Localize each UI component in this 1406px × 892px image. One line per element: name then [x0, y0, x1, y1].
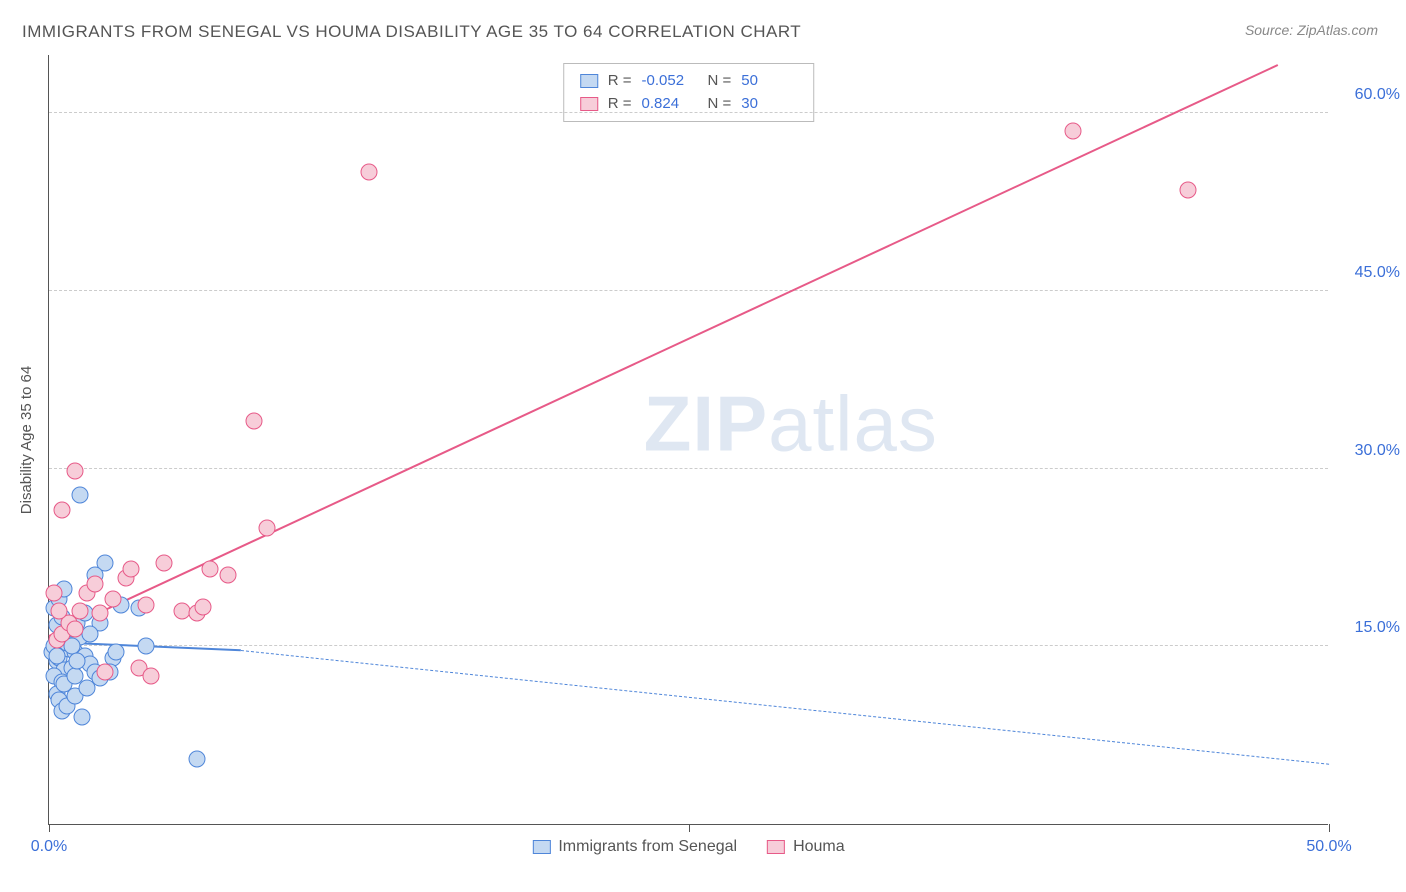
scatter-point-senegal	[71, 486, 88, 503]
scatter-point-senegal	[107, 644, 124, 661]
chart-title: IMMIGRANTS FROM SENEGAL VS HOUMA DISABIL…	[22, 22, 801, 42]
scatter-point-houma	[51, 602, 68, 619]
n-value-senegal: 50	[741, 70, 797, 93]
source-attribution: Source: ZipAtlas.com	[1245, 22, 1378, 38]
scatter-point-houma	[105, 590, 122, 607]
scatter-point-houma	[174, 602, 191, 619]
scatter-point-houma	[71, 602, 88, 619]
trend-line	[241, 650, 1329, 765]
scatter-point-houma	[92, 605, 109, 622]
trend-line	[49, 64, 1279, 637]
series-legend: Immigrants from Senegal Houma	[532, 838, 844, 856]
scatter-point-houma	[122, 561, 139, 578]
scatter-point-houma	[220, 567, 237, 584]
x-tick	[49, 824, 50, 832]
x-tick	[1329, 824, 1330, 832]
swatch-senegal-bottom	[532, 840, 550, 854]
scatter-point-houma	[66, 620, 83, 637]
scatter-point-houma	[258, 519, 275, 536]
y-axis-title: Disability Age 35 to 64	[18, 366, 35, 514]
y-tick-label: 45.0%	[1355, 264, 1400, 282]
scatter-point-houma	[1180, 182, 1197, 199]
scatter-point-houma	[1065, 123, 1082, 140]
scatter-point-senegal	[74, 709, 91, 726]
legend-item-houma: Houma	[767, 838, 845, 856]
gridline	[49, 645, 1328, 646]
scatter-point-houma	[361, 164, 378, 181]
watermark-atlas: atlas	[768, 380, 938, 468]
scatter-point-houma	[87, 575, 104, 592]
r-label: R =	[608, 70, 632, 93]
scatter-point-houma	[66, 463, 83, 480]
scatter-point-senegal	[48, 647, 65, 664]
swatch-senegal	[580, 74, 598, 88]
scatter-point-houma	[202, 561, 219, 578]
scatter-point-senegal	[81, 626, 98, 643]
scatter-point-houma	[143, 667, 160, 684]
swatch-houma	[580, 97, 598, 111]
legend-label-houma: Houma	[793, 838, 845, 856]
x-tick-label: 0.0%	[31, 838, 67, 856]
r-value-senegal: -0.052	[642, 70, 698, 93]
legend-label-senegal: Immigrants from Senegal	[558, 838, 737, 856]
swatch-houma-bottom	[767, 840, 785, 854]
scatter-point-senegal	[138, 638, 155, 655]
x-tick-label: 50.0%	[1306, 838, 1351, 856]
gridline	[49, 112, 1328, 113]
scatter-point-houma	[97, 664, 114, 681]
y-tick-label: 60.0%	[1355, 86, 1400, 104]
scatter-point-senegal	[69, 652, 86, 669]
scatter-point-senegal	[66, 667, 83, 684]
x-tick	[689, 824, 690, 832]
scatter-point-senegal	[189, 750, 206, 767]
scatter-point-houma	[46, 585, 63, 602]
scatter-point-houma	[138, 596, 155, 613]
watermark: ZIPatlas	[644, 379, 938, 470]
plot-area: ZIPatlas R = -0.052 N = 50 R = 0.824 N =…	[48, 55, 1328, 825]
gridline	[49, 290, 1328, 291]
legend-row-senegal: R = -0.052 N = 50	[580, 70, 798, 93]
scatter-point-houma	[245, 413, 262, 430]
scatter-point-houma	[156, 555, 173, 572]
legend-item-senegal: Immigrants from Senegal	[532, 838, 737, 856]
y-tick-label: 30.0%	[1355, 442, 1400, 460]
gridline	[49, 468, 1328, 469]
watermark-zip: ZIP	[644, 380, 768, 468]
n-label: N =	[708, 70, 732, 93]
scatter-point-houma	[194, 599, 211, 616]
y-tick-label: 15.0%	[1355, 619, 1400, 637]
scatter-point-houma	[53, 502, 70, 519]
